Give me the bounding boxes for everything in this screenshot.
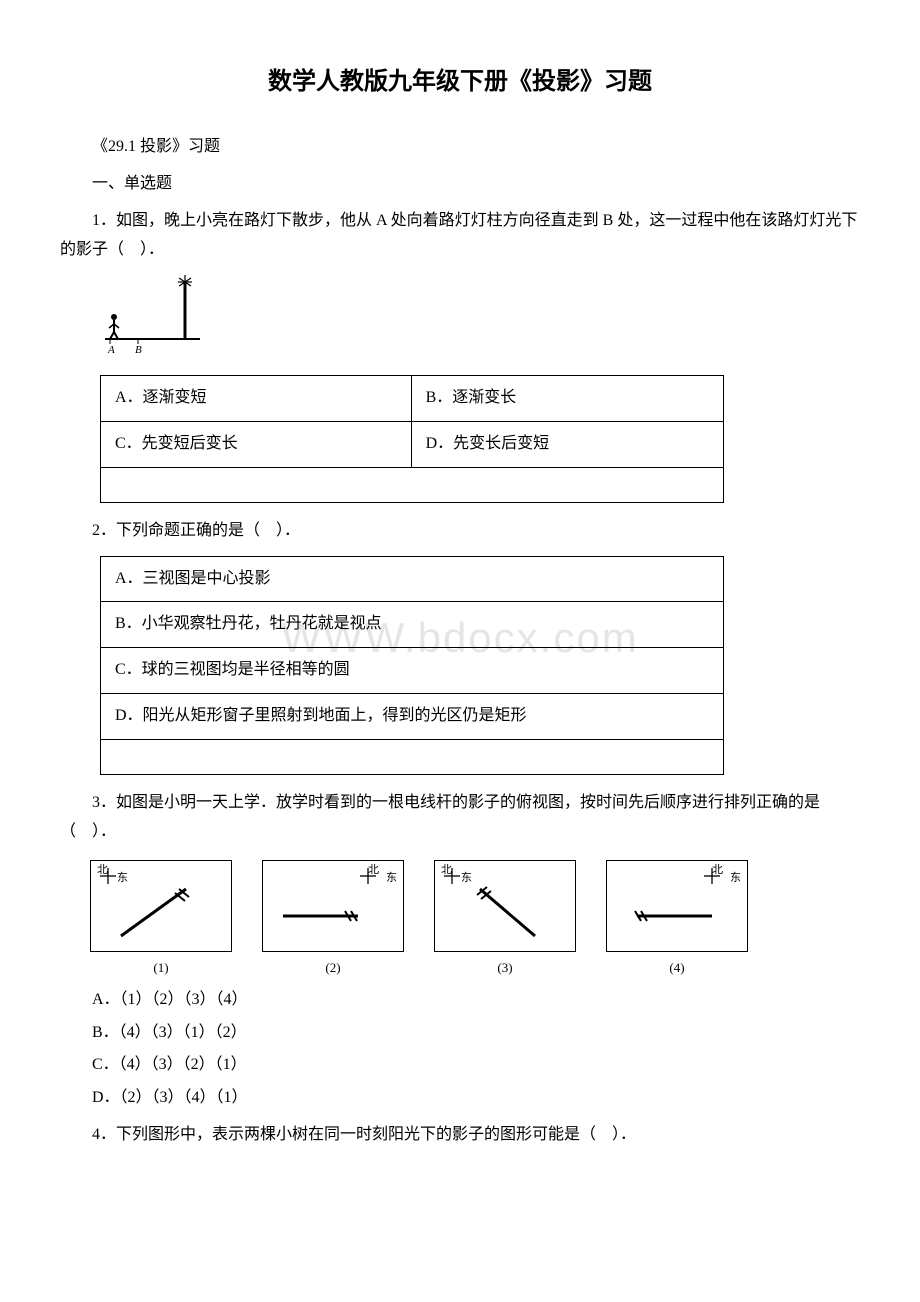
q3-figure-1: 北 东 (1) [90, 860, 232, 979]
q3-caption-4: (4) [669, 956, 684, 979]
q3-option-b: B．（4）（3）（1）（2） [92, 1019, 860, 1048]
subtitle: 《29.1 投影》习题 [60, 133, 860, 162]
q3-caption-1: (1) [153, 956, 168, 979]
q2-option-b: B．小华观察牡丹花，牡丹花就是视点 [101, 602, 724, 648]
q3-figure-2: 北 东 (2) [262, 860, 404, 979]
q1-option-d: D．先变长后变短 [411, 421, 723, 467]
question-3-text: 3．如图是小明一天上学．放学时看到的一根电线杆的影子的俯视图，按时间先后顺序进行… [60, 789, 860, 847]
q3-figure-4: 北 东 (4) [606, 860, 748, 979]
q3-option-c: C．（4）（3）（2）（1） [92, 1051, 860, 1080]
page-title: 数学人教版九年级下册《投影》习题 [60, 60, 860, 103]
q3-caption-2: (2) [325, 956, 340, 979]
question-2-text: 2．下列命题正确的是（ ）． [60, 517, 860, 546]
svg-text:B: B [135, 344, 142, 354]
question-1-text: 1．如图，晚上小亮在路灯下散步，他从 A 处向着路灯灯柱方向径直走到 B 处，这… [60, 207, 860, 265]
q3-option-a: A．（1）（2）（3）（4） [92, 986, 860, 1015]
question-3-options: A．（1）（2）（3）（4） B．（4）（3）（1）（2） C．（4）（3）（2… [92, 986, 860, 1113]
q3-figure-3: 北 东 (3) [434, 860, 576, 979]
question-1-options: A．逐渐变短 B．逐渐变长 C．先变短后变长 D．先变长后变短 [100, 375, 724, 503]
q3-caption-3: (3) [497, 956, 512, 979]
question-2-options: A．三视图是中心投影 B．小华观察牡丹花，牡丹花就是视点 C．球的三视图均是半径… [100, 556, 724, 775]
q2-option-c: C．球的三视图均是半径相等的圆 [101, 648, 724, 694]
q1-option-c: C．先变短后变长 [101, 421, 412, 467]
q2-option-d: D．阳光从矩形窗子里照射到地面上，得到的光区仍是矩形 [101, 693, 724, 739]
question-4-text: 4．下列图形中，表示两棵小树在同一时刻阳光下的影子的图形可能是（ ）． [60, 1121, 860, 1150]
svg-text:A: A [107, 344, 115, 354]
q2-option-a: A．三视图是中心投影 [101, 556, 724, 602]
question-1-figure: A B [100, 274, 860, 365]
q1-option-b: B．逐渐变长 [411, 376, 723, 422]
q1-option-a: A．逐渐变短 [101, 376, 412, 422]
question-3-figures: 北 东 (1) 北 东 (2) [90, 860, 860, 979]
section-heading: 一、单选题 [60, 170, 860, 199]
q3-option-d: D．（2）（3）（4）（1） [92, 1084, 860, 1113]
